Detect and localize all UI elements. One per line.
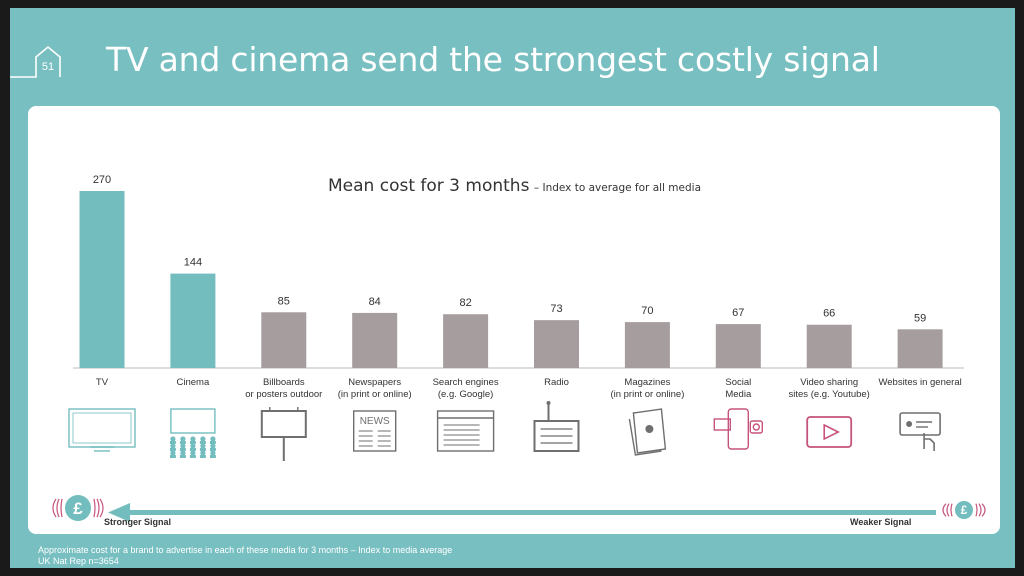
- slide: 51 TV and cinema send the strongest cost…: [10, 8, 1015, 568]
- bar-value-label: 144: [184, 257, 202, 269]
- category-label: Magazines (in print or online): [610, 377, 684, 400]
- signal-arrow-head: [108, 503, 130, 522]
- billboard-icon: [260, 407, 307, 461]
- bar-value-label: 85: [278, 295, 290, 307]
- stronger-signal-label: Stronger Signal: [104, 517, 172, 527]
- bar-value-label: 84: [369, 296, 381, 308]
- bar: [443, 314, 489, 368]
- bar: [79, 191, 125, 368]
- svg-text:£: £: [73, 499, 83, 518]
- bar: [534, 320, 579, 368]
- pound-signal-weak-icon: £: [942, 501, 986, 519]
- bar-value-label: 67: [732, 307, 744, 319]
- pound-signal-strong-icon: £: [52, 495, 104, 521]
- footer-line-2: UK Nat Rep n=3654: [38, 556, 119, 566]
- bar-value-label: 73: [550, 303, 562, 315]
- category-label: TV: [96, 377, 109, 388]
- bar-value-label: 66: [823, 308, 835, 320]
- bar: [624, 322, 670, 368]
- chart-subtitle: – Index to average for all media: [533, 182, 702, 194]
- house-logo-icon: 51: [10, 45, 61, 78]
- page-number: 51: [42, 61, 54, 73]
- bar: [806, 324, 852, 368]
- svg-text:NEWS: NEWS: [360, 416, 390, 427]
- bar-chart: 270 TV 144 Cinema 85 Billboards or posters out…: [52, 174, 986, 522]
- category-label: Websites in general: [878, 377, 961, 388]
- page-title: TV and cinema send the strongest costly …: [106, 40, 880, 79]
- svg-text:£: £: [961, 504, 968, 517]
- chart-title-main: Mean cost for 3 months: [328, 176, 530, 196]
- tv-icon: [68, 408, 136, 452]
- bar-value-label: 70: [641, 305, 653, 317]
- social-media-icon: [713, 408, 763, 450]
- newspaper-icon: NEWS: [353, 410, 397, 452]
- video-sharing-icon: [806, 416, 853, 448]
- search-engine-icon: [436, 410, 495, 452]
- bar: [170, 273, 216, 368]
- category-label: Search engines (e.g. Google): [433, 377, 499, 400]
- cinema-icon: [169, 408, 216, 458]
- bar-value-label: 59: [914, 312, 926, 324]
- chart-panel: Mean cost for 3 months – Index to averag…: [28, 106, 1000, 534]
- category-label: Newspapers (in print or online): [338, 377, 412, 400]
- bar-value-label: 270: [93, 174, 111, 186]
- weaker-signal-label: Weaker Signal: [850, 517, 912, 527]
- footer-line-1: Approximate cost for a brand to advertis…: [38, 545, 453, 555]
- bar: [352, 312, 398, 368]
- footer-note: Approximate cost for a brand to advertis…: [38, 545, 452, 567]
- chart-title: Mean cost for 3 months – Index to averag…: [328, 176, 701, 196]
- bar: [715, 324, 761, 368]
- category-label: Radio: [544, 377, 569, 388]
- signal-arrow-shaft: [128, 510, 936, 515]
- radio-icon: [533, 401, 580, 452]
- magazine-icon: [628, 408, 667, 456]
- website-icon: [899, 412, 941, 451]
- category-label: Social Media: [725, 377, 752, 400]
- bar: [261, 312, 307, 368]
- bar: [897, 329, 943, 368]
- category-label: Billboards or posters outdoor: [245, 377, 322, 400]
- bar-value-label: 82: [459, 297, 471, 309]
- category-label: Video sharing sites (e.g. Youtube): [789, 377, 870, 400]
- category-label: Cinema: [177, 377, 210, 388]
